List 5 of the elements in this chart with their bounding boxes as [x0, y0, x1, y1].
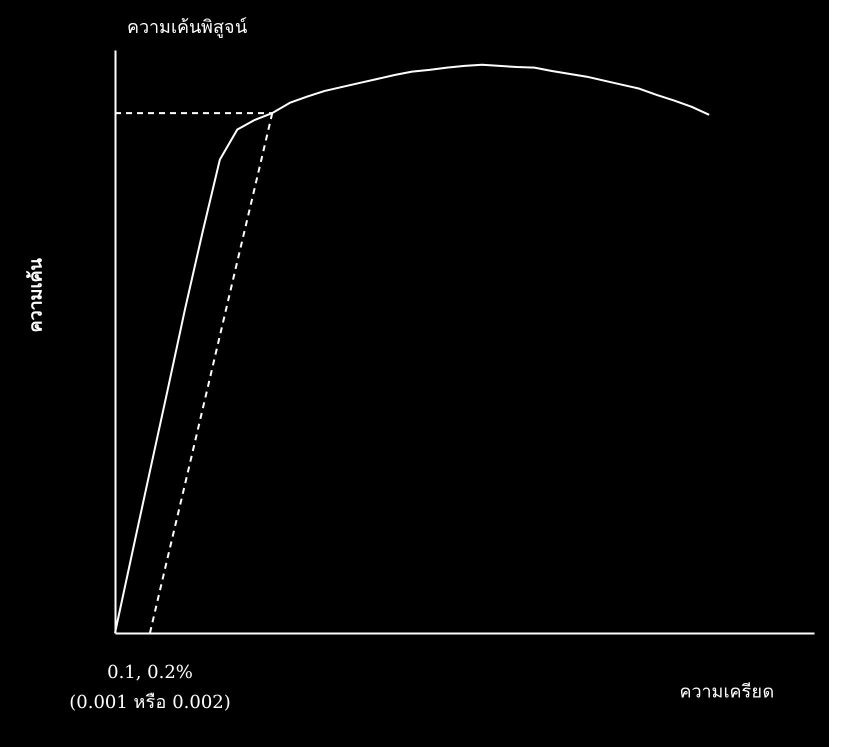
x-axis-title: ความเครียด — [680, 682, 775, 702]
y-axis-title: ความเค้น — [26, 257, 46, 332]
text: 0.1, 0.2% — [107, 662, 193, 683]
text: (0.001 หรือ 0.002) — [69, 692, 231, 713]
text: ความเค้นพิสูจน์ — [127, 17, 247, 38]
